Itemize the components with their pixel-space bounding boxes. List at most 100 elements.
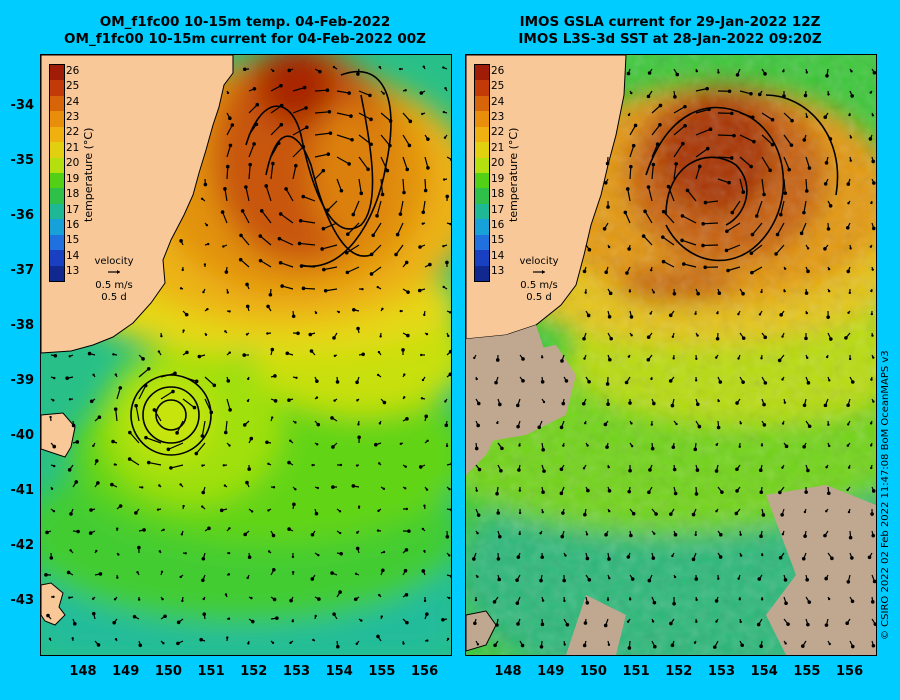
current-vector-head [697,424,702,429]
current-vector-head [50,487,54,490]
current-vector-head [394,252,398,257]
current-vector-head [870,378,873,381]
colorbar-swatch [475,142,489,158]
current-vector-head [382,400,387,405]
current-vector-arrow [739,90,752,95]
colorbar-swatch [50,219,64,235]
current-vector-head [846,488,849,492]
current-vector-head [289,641,292,645]
current-vector-head [850,644,855,649]
current-vector-head [805,71,809,74]
current-vector-arrow [717,156,732,159]
current-vector-head [542,469,546,473]
current-vector-head [871,226,876,231]
current-vector-head [768,168,772,173]
current-vector-head [330,571,334,575]
current-vector-head [582,467,586,470]
current-vector-arrow [352,200,360,215]
colorbar-swatch [50,80,64,96]
current-vector-head [310,577,315,581]
current-vector-head [223,484,227,487]
current-vector-head [672,601,676,606]
current-vector-head [96,481,100,485]
current-vector-head [404,260,409,265]
current-vector-head [825,355,829,359]
current-vector-arrow [629,125,637,136]
current-vector-head [717,577,720,580]
current-vector-head [806,247,810,250]
current-vector-head [347,162,351,166]
current-vector-head [695,69,698,73]
colorbar-swatch [475,95,489,112]
current-vector-head [68,398,72,401]
current-vector-head [317,597,321,601]
current-vector-head [267,509,270,512]
colorbar-tick-label: 23 [66,111,80,123]
current-vector-head [113,407,118,411]
current-vector-head [652,401,656,406]
current-vector-head [242,423,247,427]
current-vector-head [803,534,807,538]
current-vector-head [92,373,95,377]
current-vector-head [118,504,123,508]
current-vector-head [539,532,542,535]
current-vector-head [668,313,673,318]
latitude-label: -42 [10,538,35,553]
current-vector-head [245,282,249,287]
current-vector-head [583,512,587,517]
current-vector-arrow [285,188,294,202]
current-vector-head [652,600,657,605]
current-vector-head [254,122,259,127]
current-vector-head [779,313,783,317]
current-vector-head [339,463,343,467]
current-vector-head [278,212,283,216]
current-vector-head [381,307,384,311]
current-vector-arrow [358,156,369,170]
current-vector-head [720,490,724,494]
satellite-sst-map[interactable] [465,54,877,656]
current-vector-head [738,598,741,601]
colorbar-tick-label: 17 [491,203,505,216]
model-temperature-map[interactable] [40,54,452,656]
current-vector-head [737,357,740,360]
colorbar-tick-label: 18 [66,188,80,201]
current-vector-head [296,331,300,336]
current-vector-head [375,214,379,218]
current-vector-head [374,442,378,447]
current-vector-head [658,123,662,127]
current-vector-head [132,614,137,619]
latitude-label: -37 [10,263,35,278]
current-vector-head [539,578,543,583]
current-vector-arrow [371,244,382,255]
current-vector-arrow [739,134,755,143]
colorbar-swatch [475,126,489,143]
colorbar-tick-label: 14 [66,249,80,262]
current-vector-head [647,71,652,75]
current-vector-head [395,232,400,237]
current-vector-head [201,490,206,495]
current-vector-arrow [371,266,382,275]
current-vector-head [72,622,77,626]
current-vector-head [672,467,677,472]
latitude-label: -40 [10,428,35,443]
current-vector-head [304,125,309,130]
current-vector-head [660,235,665,239]
current-vector-head [404,487,407,490]
current-vector-head [869,91,872,94]
current-vector-head [717,399,720,403]
current-vector-head [606,402,610,407]
current-vector-head [112,353,115,356]
current-vector-arrow [624,212,631,224]
current-vector-head [473,621,477,626]
current-vector-head [825,74,829,78]
longitude-label: 151 [197,664,225,679]
current-vector-head [695,598,698,602]
current-vector-head [696,291,700,296]
current-vector-head [246,399,250,403]
current-vector-head [301,144,306,149]
current-vector-head [750,115,755,120]
current-vector-arrow [347,266,360,273]
current-vector-head [799,231,804,236]
current-vector-head [380,192,385,197]
current-vector-head [693,641,697,644]
